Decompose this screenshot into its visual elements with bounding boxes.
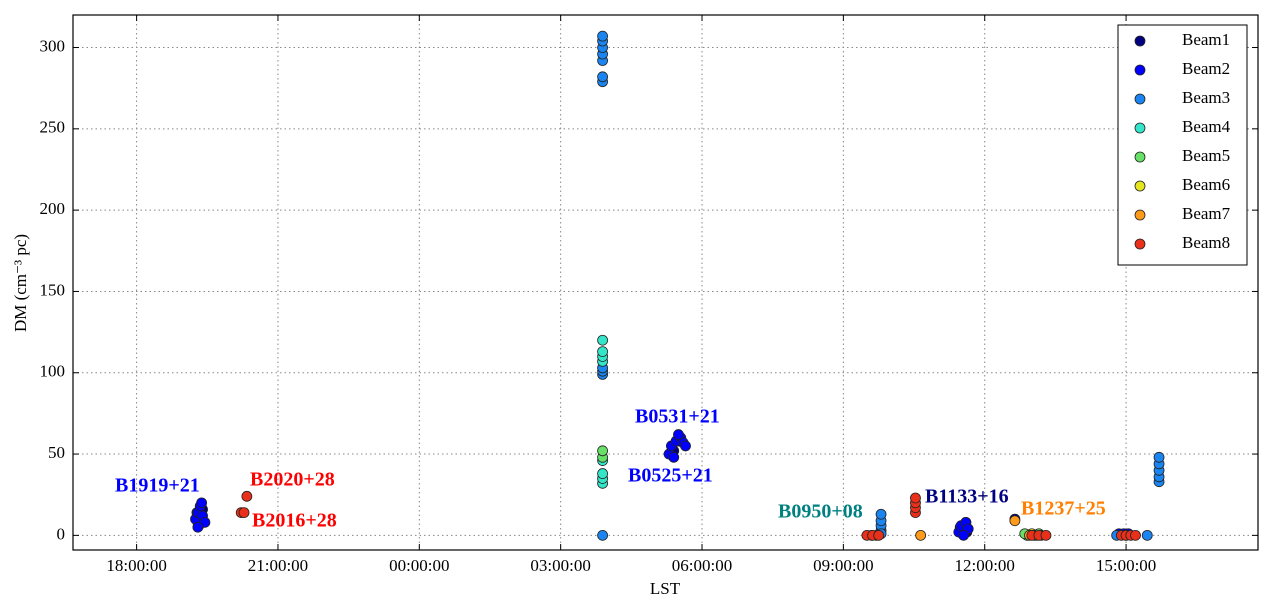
annotation: B2020+28 xyxy=(250,469,335,491)
data-point xyxy=(1130,529,1141,541)
x-tick-label: 06:00:00 xyxy=(672,556,732,575)
data-point xyxy=(1153,451,1165,463)
legend-label: Beam7 xyxy=(1182,204,1231,223)
data-point xyxy=(238,507,250,518)
data-point xyxy=(673,429,684,440)
data-point xyxy=(1009,515,1021,527)
legend-marker xyxy=(1134,180,1146,192)
legend-label: Beam2 xyxy=(1182,59,1230,78)
legend-marker xyxy=(1134,122,1146,134)
legend-marker xyxy=(1134,35,1146,47)
annotation: B1133+16 xyxy=(925,486,1009,508)
data-point xyxy=(597,529,608,541)
annotation: B1237+25 xyxy=(1021,498,1106,520)
legend-label: Beam4 xyxy=(1182,117,1231,136)
data-point xyxy=(597,468,608,479)
x-tick-label: 09:00:00 xyxy=(813,556,873,575)
y-tick-label: 50 xyxy=(48,443,65,462)
y-tick-label: 100 xyxy=(40,362,66,381)
legend-marker xyxy=(1134,151,1146,163)
y-axis-label: DM (cm⁻³ pc) xyxy=(11,234,30,332)
data-point xyxy=(597,71,608,83)
data-point xyxy=(958,529,969,541)
legend-label: Beam6 xyxy=(1182,175,1230,194)
data-point xyxy=(597,334,608,346)
legend-marker xyxy=(1134,238,1146,250)
data-point xyxy=(196,497,208,509)
legend-marker xyxy=(1134,209,1146,221)
legend-label: Beam5 xyxy=(1182,146,1230,165)
data-point xyxy=(597,30,608,42)
legend-marker xyxy=(1134,93,1146,105)
data-point xyxy=(668,451,680,463)
annotation: B2016+28 xyxy=(252,510,337,532)
y-tick-label: 200 xyxy=(40,199,66,218)
y-tick-label: 150 xyxy=(40,280,66,299)
x-tick-label: 03:00:00 xyxy=(530,556,590,575)
y-tick-label: 250 xyxy=(40,118,66,137)
plot-frame xyxy=(72,14,1259,551)
x-tick-label: 00:00:00 xyxy=(389,556,449,575)
data-point xyxy=(192,521,204,533)
data-point xyxy=(873,529,885,541)
annotation: B0950+08 xyxy=(778,501,863,523)
annotation: B0525+21 xyxy=(628,465,713,487)
data-point xyxy=(597,346,608,358)
x-tick-label: 15:00:00 xyxy=(1096,556,1156,575)
annotation: B0531+21 xyxy=(635,406,720,428)
data-point xyxy=(875,508,887,520)
x-tick-label: 18:00:00 xyxy=(106,556,166,575)
data-point xyxy=(1040,529,1052,541)
legend-label: Beam8 xyxy=(1182,233,1230,252)
x-axis-label: LST xyxy=(650,579,681,598)
y-tick-label: 0 xyxy=(57,524,66,543)
data-point xyxy=(680,440,691,452)
legend-marker xyxy=(1134,64,1146,76)
data-point xyxy=(597,445,608,457)
annotation: B1919+21 xyxy=(115,475,200,497)
x-tick-label: 21:00:00 xyxy=(248,556,308,575)
x-tick-label: 12:00:00 xyxy=(954,556,1014,575)
y-tick-label: 300 xyxy=(40,36,66,55)
data-point xyxy=(910,492,921,504)
legend-label: Beam1 xyxy=(1182,30,1230,49)
legend-label: Beam3 xyxy=(1182,88,1230,107)
data-point xyxy=(1141,529,1153,541)
data-point xyxy=(241,490,253,502)
data-point xyxy=(915,529,927,541)
